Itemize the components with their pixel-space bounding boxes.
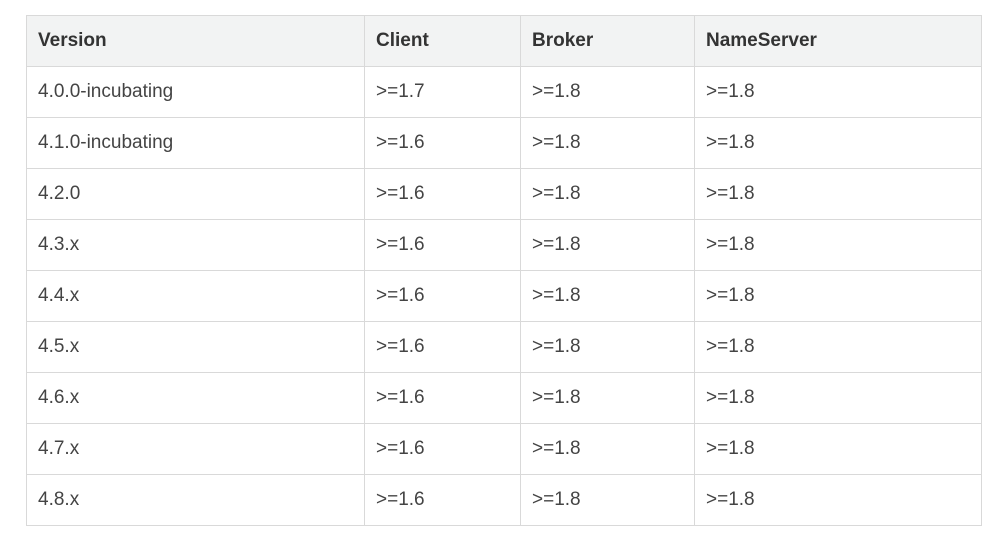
cell-version: 4.0.0-incubating xyxy=(26,66,365,118)
table-row: 4.0.0-incubating >=1.7 >=1.8 >=1.8 xyxy=(26,66,982,118)
cell-client: >=1.6 xyxy=(364,372,521,424)
cell-client: >=1.6 xyxy=(364,270,521,322)
cell-version: 4.3.x xyxy=(26,219,365,271)
version-compatibility-table: Version Client Broker NameServer 4.0.0-i… xyxy=(26,15,982,526)
header-version: Version xyxy=(26,15,365,67)
cell-nameserver: >=1.8 xyxy=(694,168,982,220)
table-row: 4.1.0-incubating >=1.6 >=1.8 >=1.8 xyxy=(26,117,982,169)
cell-broker: >=1.8 xyxy=(520,168,695,220)
cell-version: 4.4.x xyxy=(26,270,365,322)
cell-client: >=1.6 xyxy=(364,117,521,169)
cell-nameserver: >=1.8 xyxy=(694,66,982,118)
cell-broker: >=1.8 xyxy=(520,219,695,271)
cell-client: >=1.6 xyxy=(364,168,521,220)
cell-client: >=1.6 xyxy=(364,423,521,475)
cell-nameserver: >=1.8 xyxy=(694,321,982,373)
cell-client: >=1.6 xyxy=(364,219,521,271)
cell-broker: >=1.8 xyxy=(520,474,695,526)
cell-client: >=1.6 xyxy=(364,474,521,526)
cell-version: 4.8.x xyxy=(26,474,365,526)
version-compatibility-table-container: Version Client Broker NameServer 4.0.0-i… xyxy=(26,15,982,526)
cell-broker: >=1.8 xyxy=(520,270,695,322)
cell-nameserver: >=1.8 xyxy=(694,219,982,271)
table-row: 4.6.x >=1.6 >=1.8 >=1.8 xyxy=(26,372,982,424)
header-broker: Broker xyxy=(520,15,695,67)
cell-broker: >=1.8 xyxy=(520,423,695,475)
cell-version: 4.6.x xyxy=(26,372,365,424)
cell-broker: >=1.8 xyxy=(520,372,695,424)
cell-nameserver: >=1.8 xyxy=(694,117,982,169)
table-row: 4.5.x >=1.6 >=1.8 >=1.8 xyxy=(26,321,982,373)
cell-client: >=1.7 xyxy=(364,66,521,118)
cell-broker: >=1.8 xyxy=(520,66,695,118)
table-row: 4.7.x >=1.6 >=1.8 >=1.8 xyxy=(26,423,982,475)
table-row: 4.8.x >=1.6 >=1.8 >=1.8 xyxy=(26,474,982,526)
cell-broker: >=1.8 xyxy=(520,321,695,373)
table-header: Version Client Broker NameServer xyxy=(26,15,982,67)
cell-nameserver: >=1.8 xyxy=(694,270,982,322)
cell-nameserver: >=1.8 xyxy=(694,423,982,475)
table-row: 4.2.0 >=1.6 >=1.8 >=1.8 xyxy=(26,168,982,220)
header-row: Version Client Broker NameServer xyxy=(26,15,982,67)
table-row: 4.4.x >=1.6 >=1.8 >=1.8 xyxy=(26,270,982,322)
cell-client: >=1.6 xyxy=(364,321,521,373)
table-body: 4.0.0-incubating >=1.7 >=1.8 >=1.8 4.1.0… xyxy=(26,66,982,526)
cell-version: 4.1.0-incubating xyxy=(26,117,365,169)
cell-version: 4.2.0 xyxy=(26,168,365,220)
cell-nameserver: >=1.8 xyxy=(694,372,982,424)
cell-nameserver: >=1.8 xyxy=(694,474,982,526)
cell-version: 4.5.x xyxy=(26,321,365,373)
cell-version: 4.7.x xyxy=(26,423,365,475)
header-nameserver: NameServer xyxy=(694,15,982,67)
table-row: 4.3.x >=1.6 >=1.8 >=1.8 xyxy=(26,219,982,271)
cell-broker: >=1.8 xyxy=(520,117,695,169)
header-client: Client xyxy=(364,15,521,67)
